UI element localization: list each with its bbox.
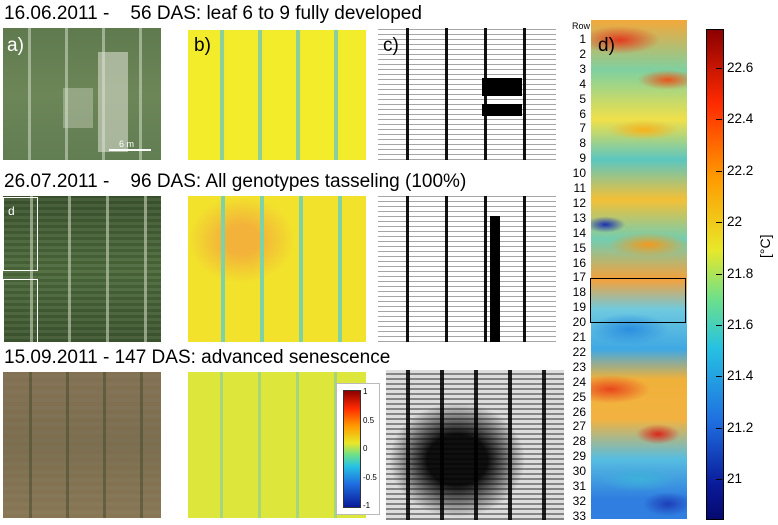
- row-number: 11: [573, 181, 586, 195]
- ndvi-image-june: [188, 30, 366, 160]
- ndvi-colorbar-tick: 0.5: [363, 416, 375, 425]
- colorbar-tick-mark: [716, 222, 722, 224]
- bare-plot: [98, 52, 128, 152]
- row-number: 24: [572, 374, 586, 389]
- panel-label-c: c): [383, 35, 399, 56]
- colorbar-tick-mark: [716, 479, 722, 481]
- row-number: 3: [579, 61, 586, 76]
- ndvi-colorbar-tick: 1: [363, 387, 368, 396]
- rgb-image-september: [3, 372, 161, 518]
- row-number: 14: [572, 225, 586, 240]
- row-number: 17: [572, 270, 586, 285]
- row-number: 13: [572, 210, 586, 225]
- row-number: 21: [572, 330, 586, 344]
- bare-plot: [63, 88, 93, 128]
- colorbar-tick-mark: [716, 119, 722, 121]
- colorbar-tick-mark: [716, 376, 722, 378]
- panel-label-d: d): [598, 35, 615, 56]
- ndvi-colorbar: [343, 390, 361, 508]
- row-number: 9: [579, 151, 586, 166]
- temperature-heatmap: [591, 20, 687, 519]
- scale-bar: [109, 149, 151, 151]
- binary-image-july: [378, 196, 556, 342]
- row-number: 31: [572, 479, 586, 493]
- row-number: 5: [579, 91, 586, 106]
- highlight-rows-box: [590, 278, 686, 323]
- dark-patch: [482, 104, 522, 116]
- inset-frame-top: [3, 197, 38, 271]
- colorbar-tick-label: 21.8: [727, 265, 754, 281]
- row-number: 10: [572, 166, 586, 181]
- row-number: 27: [572, 419, 586, 434]
- colorbar-tick-label: 22.6: [727, 59, 754, 75]
- colorbar-tick-mark: [716, 273, 722, 275]
- colorbar-tick-label: 21.2: [727, 419, 754, 435]
- row-number: 26: [572, 404, 586, 419]
- row-number: 22: [572, 344, 586, 359]
- rgb-image-june: 6 m: [3, 28, 161, 160]
- colorbar-tick-mark: [716, 427, 722, 429]
- rgb-image-july: [3, 196, 161, 342]
- row-number: 18: [572, 285, 586, 300]
- row-2-description: 96 DAS: All genotypes tasseling (100%): [130, 171, 467, 192]
- row-number: 29: [572, 449, 586, 464]
- dark-patch: [482, 78, 522, 96]
- colorbar-tick-label: 21.6: [727, 316, 754, 332]
- row-3-date: 15.09.2011 -: [4, 347, 110, 368]
- row-number: 1: [579, 32, 586, 46]
- inset-label: d: [8, 204, 15, 218]
- colorbar-tick-label: 22.4: [727, 111, 754, 127]
- colorbar-tick-label: 22: [727, 214, 743, 230]
- colorbar-tick-mark: [716, 170, 722, 172]
- binary-image-june: [378, 28, 556, 160]
- row-3-title: 15.09.2011 - 147 DAS: advanced senescenc…: [4, 347, 390, 369]
- binary-image-september: [386, 370, 564, 520]
- colorbar-tick-label: 22.2: [727, 162, 754, 178]
- row-number: 20: [572, 315, 586, 330]
- row-2-title: 26.07.2011 - 96 DAS: All genotypes tasse…: [4, 171, 466, 193]
- panel-label-a: a): [7, 35, 24, 56]
- row-number: 23: [572, 359, 586, 374]
- row-1-title: 16.06.2011 - 56 DAS: leaf 6 to 9 fully d…: [4, 3, 422, 25]
- ndvi-colorbar-tick: 0: [363, 444, 368, 453]
- inset-frame-bottom: [3, 279, 38, 344]
- colorbar-tick-label: 21.4: [727, 368, 754, 384]
- row-number: 2: [579, 46, 586, 61]
- row-number: 4: [579, 76, 586, 91]
- row-number: 6: [579, 106, 586, 121]
- row-number: 25: [572, 389, 586, 404]
- row-1-description: 56 DAS: leaf 6 to 9 fully developed: [130, 3, 422, 24]
- scale-bar-label: 6 m: [119, 139, 135, 149]
- row-1-date: 16.06.2011 -: [4, 3, 110, 24]
- row-number: 28: [572, 434, 586, 449]
- ndvi-colorbar-tick: -1: [363, 501, 371, 510]
- row-number: 8: [579, 136, 586, 151]
- row-number: 30: [572, 464, 586, 479]
- row-axis-header: Row: [572, 21, 591, 31]
- row-number: 33: [572, 508, 586, 523]
- row-3-description: 147 DAS: advanced senescence: [114, 347, 391, 368]
- row-number: 12: [572, 195, 586, 210]
- colorbar-tick-mark: [716, 324, 722, 326]
- row-number: 16: [572, 255, 586, 270]
- row-number: 32: [572, 493, 586, 508]
- dark-strip: [490, 216, 500, 342]
- ndvi-image-july: [188, 196, 366, 342]
- row-number: 15: [572, 240, 586, 255]
- row-2-date: 26.07.2011 -: [4, 171, 110, 192]
- ndvi-colorbar-tick: -0.5: [363, 473, 377, 482]
- temperature-colorbar: [706, 29, 724, 520]
- colorbar-tick-mark: [716, 67, 722, 69]
- row-number: 19: [572, 300, 586, 315]
- colorbar-unit: [°C]: [757, 234, 773, 259]
- row-number: 7: [579, 121, 586, 136]
- colorbar-tick-label: 21: [727, 471, 743, 487]
- panel-label-b: b): [194, 35, 211, 56]
